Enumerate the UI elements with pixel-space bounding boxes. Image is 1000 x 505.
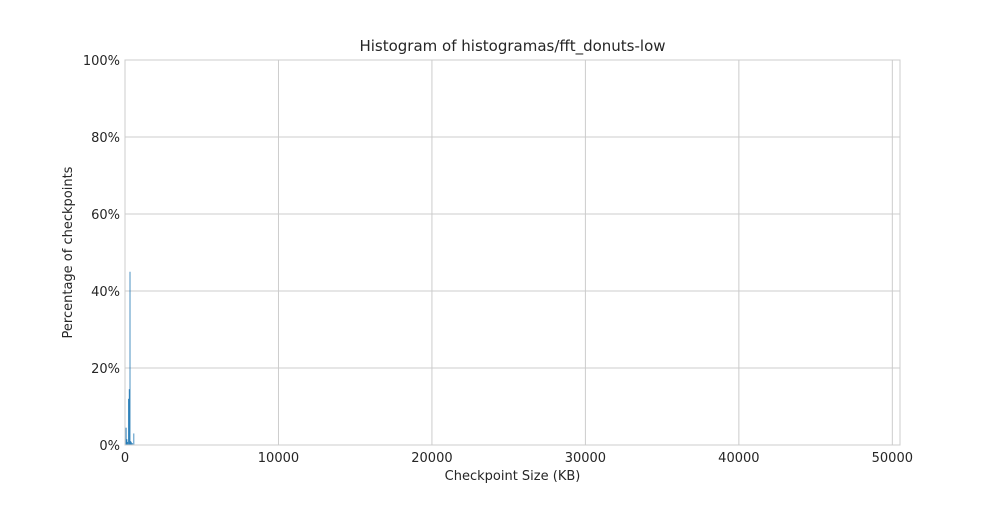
- chart-title: Histogram of histogramas/fft_donuts-low: [359, 37, 665, 56]
- bar-layer: [125, 271, 135, 445]
- y-tick-label: 100%: [83, 54, 120, 69]
- histogram-bar: [129, 271, 131, 445]
- x-tick-label: 30000: [565, 451, 606, 466]
- histogram-bar: [130, 441, 132, 445]
- y-tick-label: 60%: [91, 208, 120, 223]
- histogram-bar: [131, 443, 133, 445]
- x-axis-label: Checkpoint Size (KB): [445, 469, 581, 484]
- x-tick-label: 10000: [258, 451, 299, 466]
- x-tick-label: 40000: [718, 451, 759, 466]
- plot-frame: [124, 59, 901, 446]
- histogram-bar: [133, 433, 135, 445]
- y-tick-label: 20%: [91, 362, 120, 377]
- histogram-bar: [128, 398, 129, 445]
- y-tick-label: 80%: [91, 131, 120, 146]
- x-tick-label: 50000: [872, 451, 913, 466]
- histogram-bar: [126, 439, 128, 445]
- histogram-bar: [125, 427, 127, 445]
- y-tick-label: 40%: [91, 285, 120, 300]
- x-tick-label: 0: [121, 451, 129, 466]
- histogram-bar: [131, 442, 132, 445]
- y-axis-label: Percentage of checkpoints: [61, 166, 76, 338]
- histogram-bar: [128, 389, 130, 445]
- x-tick-label: 20000: [411, 451, 452, 466]
- tick-layer: 0 10000 20000 30000 40000 50000 0% 20% 40% 60% 80%…: [83, 54, 913, 466]
- y-tick-label: 0%: [99, 439, 120, 454]
- histogram-bar: [127, 441, 129, 445]
- grid-layer: [124, 59, 900, 446]
